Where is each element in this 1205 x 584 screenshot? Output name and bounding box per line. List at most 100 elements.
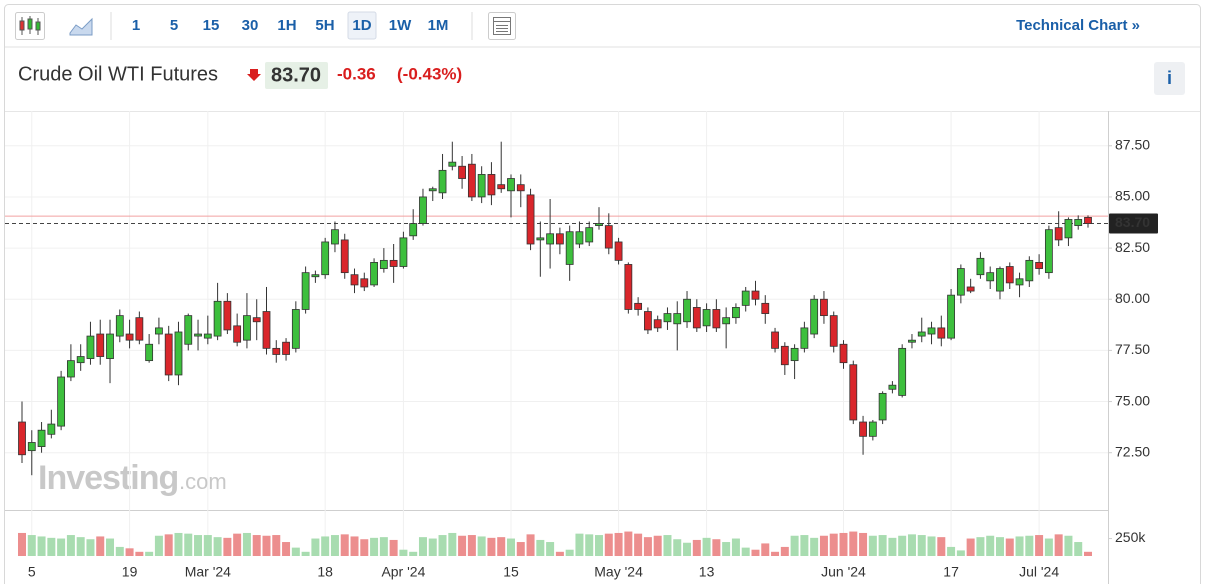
candle-body <box>291 309 300 349</box>
candle-body <box>1025 259 1034 282</box>
volume-bar <box>898 535 907 556</box>
area-icon[interactable] <box>69 17 93 36</box>
volume-bar <box>145 551 154 556</box>
volume-bar <box>966 538 975 556</box>
volume-bar <box>1005 538 1014 556</box>
interval-button[interactable]: 1D <box>352 17 371 34</box>
volume-bar <box>888 537 897 556</box>
volume-bar <box>634 533 643 556</box>
interval-button[interactable]: 1H <box>277 17 296 34</box>
candle-body <box>790 347 799 362</box>
table-icon[interactable] <box>488 12 516 40</box>
volume-bar <box>194 535 203 556</box>
x-tick-label: 18 <box>317 564 333 580</box>
interval-button[interactable]: 15 <box>203 17 220 34</box>
candle-body <box>282 341 290 355</box>
volume-bar <box>663 535 672 556</box>
candle-body <box>1064 219 1073 239</box>
volume-bar <box>516 542 525 556</box>
volume-bar <box>712 539 721 556</box>
volume-bar <box>340 534 349 556</box>
candle-body <box>1005 266 1014 284</box>
info-button[interactable] <box>1154 62 1185 95</box>
volume-bar <box>692 539 701 556</box>
volume-bar <box>907 534 916 556</box>
interval-button[interactable]: 5 <box>170 17 178 34</box>
candle-body <box>516 184 525 192</box>
volume-bar <box>614 532 623 556</box>
candle-body <box>301 272 310 310</box>
volume-bar <box>595 535 604 556</box>
candle-body <box>174 331 183 376</box>
candle-body <box>164 333 173 376</box>
candle-body <box>712 309 721 329</box>
volume-bars <box>18 531 1092 556</box>
volume-bar <box>18 532 26 556</box>
candle-body <box>927 327 936 335</box>
candle-body <box>497 184 506 190</box>
x-tick-label: 5 <box>28 564 36 580</box>
candle-body <box>751 290 760 300</box>
volume-bar <box>722 542 731 556</box>
candle-body <box>555 233 564 245</box>
volume-bar <box>653 535 662 556</box>
x-tick-label: 17 <box>943 564 959 580</box>
x-tick-label: May '24 <box>594 564 643 580</box>
volume-bar <box>986 535 995 556</box>
volume-bar <box>487 537 496 556</box>
candle-body <box>1074 219 1083 226</box>
watermark-suffix: .com <box>179 469 227 494</box>
volume-bar <box>477 536 486 556</box>
candle-body <box>653 319 662 329</box>
candle-body <box>546 233 555 245</box>
volume-bar <box>1025 535 1034 556</box>
interval-button[interactable]: 1M <box>428 17 449 34</box>
price-bg <box>265 62 328 89</box>
candle-body <box>614 241 623 261</box>
x-tick-label: Jun '24 <box>821 564 866 580</box>
volume-bar <box>506 538 515 556</box>
volume-bar <box>1035 535 1044 556</box>
candle-body <box>683 298 691 323</box>
candle-body <box>702 309 711 327</box>
candle-body <box>761 302 770 314</box>
interval-button[interactable]: 5H <box>315 17 334 34</box>
candle-body <box>976 257 985 276</box>
volume-bar <box>1064 535 1073 556</box>
candle-body <box>692 307 701 329</box>
candle-body <box>419 196 427 224</box>
candle-body <box>1015 278 1024 286</box>
volume-bar <box>1084 551 1092 556</box>
candle-body <box>86 335 95 359</box>
candle-body <box>585 227 594 243</box>
volume-bar <box>291 547 300 556</box>
volume-bar <box>761 543 770 556</box>
info-icon[interactable]: i <box>1167 68 1172 88</box>
candle-body <box>644 311 652 331</box>
candle-icon[interactable] <box>15 12 45 40</box>
x-tick-label: Mar '24 <box>185 564 231 580</box>
candle-body <box>399 237 408 267</box>
technical-chart-link[interactable]: Technical Chart » <box>1016 17 1140 34</box>
volume-bar <box>1044 538 1053 556</box>
candle-body <box>966 286 975 292</box>
volume-bar <box>409 551 418 556</box>
interval-button[interactable]: 1 <box>132 17 140 34</box>
volume-bar <box>751 549 760 556</box>
candle-body <box>986 272 995 282</box>
volume-bar <box>282 542 291 556</box>
volume-bar <box>536 539 545 556</box>
candle-body <box>448 161 457 167</box>
interval-button[interactable]: 30 <box>242 17 259 34</box>
candle-body <box>321 241 330 276</box>
instrument-name: Crude Oil WTI Futures <box>18 63 218 85</box>
change: -0.36 <box>337 64 376 83</box>
volume-bar <box>1015 536 1024 556</box>
candle-body <box>526 194 535 245</box>
volume-bar <box>350 536 359 556</box>
volume-bar <box>223 537 232 556</box>
candle-body <box>1084 216 1092 224</box>
candle-body <box>536 237 545 241</box>
candle-body <box>868 421 877 437</box>
interval-button[interactable]: 1W <box>389 17 412 34</box>
